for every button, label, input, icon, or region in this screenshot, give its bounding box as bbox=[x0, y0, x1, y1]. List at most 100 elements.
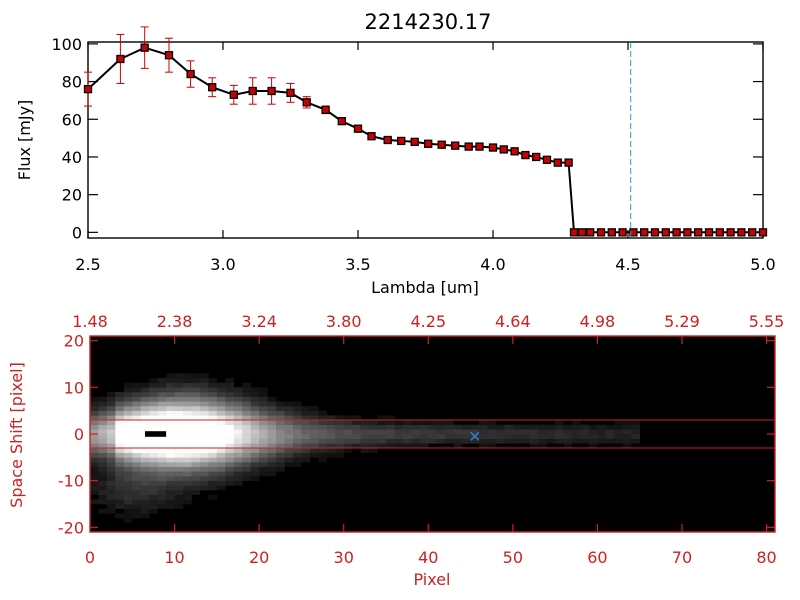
image-pixel bbox=[521, 424, 531, 430]
image-pixel bbox=[106, 504, 116, 509]
image-pixel bbox=[546, 424, 556, 430]
image-pixel bbox=[622, 424, 632, 430]
image-pixel bbox=[546, 434, 556, 439]
image-pixel bbox=[436, 434, 446, 439]
data-point bbox=[586, 228, 595, 237]
image-pixel bbox=[267, 443, 277, 449]
image-pixel bbox=[216, 424, 226, 430]
image-pixel bbox=[123, 392, 133, 397]
image-pixel bbox=[106, 457, 116, 463]
image-pixel bbox=[343, 438, 353, 444]
image-pixel bbox=[242, 434, 251, 439]
image-pixel bbox=[453, 438, 463, 444]
image-pixel bbox=[284, 443, 294, 449]
image-pixel bbox=[445, 438, 454, 444]
image-pixel bbox=[335, 443, 345, 449]
image-pixel bbox=[199, 424, 209, 430]
image-pixel bbox=[225, 471, 235, 477]
image-pixel bbox=[123, 457, 133, 463]
image-pixel bbox=[132, 457, 142, 463]
image-pixel bbox=[326, 424, 336, 430]
image-pixel bbox=[309, 434, 319, 439]
image-pixel bbox=[191, 434, 201, 439]
image-pixel bbox=[166, 382, 175, 388]
spectrum-x-tick-label: 2.5 bbox=[75, 255, 100, 274]
image-pixel bbox=[115, 415, 125, 421]
image-pixel bbox=[216, 401, 226, 407]
image-pixel bbox=[106, 410, 116, 416]
image-pixel bbox=[98, 471, 108, 477]
image-pixel bbox=[242, 476, 251, 481]
image-pixel bbox=[191, 466, 201, 472]
image-pixel bbox=[98, 462, 108, 467]
image-pixel bbox=[98, 420, 108, 425]
data-point bbox=[451, 141, 460, 150]
image-pixel bbox=[90, 457, 99, 463]
image-pixel bbox=[233, 476, 243, 481]
image-pixel bbox=[563, 438, 573, 444]
image-pixel bbox=[377, 443, 387, 449]
image-pixel bbox=[470, 429, 480, 435]
data-point bbox=[140, 43, 149, 52]
image-pixel bbox=[605, 424, 615, 430]
image-pixel bbox=[225, 429, 235, 435]
image-pixel bbox=[149, 466, 158, 472]
image-pixel bbox=[98, 396, 108, 402]
image-pixel bbox=[149, 401, 158, 407]
image-pixel bbox=[360, 443, 370, 449]
image-pixel bbox=[335, 452, 345, 458]
image-pixel bbox=[428, 434, 438, 439]
image-pixel bbox=[208, 443, 218, 449]
image-pixel bbox=[199, 452, 209, 458]
image-pixel bbox=[292, 406, 302, 411]
image-pixel bbox=[225, 452, 235, 458]
image-pixel bbox=[132, 396, 142, 402]
image-y-axis-label: Space Shift [pixel] bbox=[7, 362, 26, 508]
image-pixel bbox=[428, 424, 438, 430]
image-pixel bbox=[183, 438, 192, 444]
image-pixel bbox=[402, 424, 412, 430]
image-pixel bbox=[445, 429, 454, 435]
image-pixel bbox=[614, 429, 624, 435]
image-pixel bbox=[318, 429, 328, 435]
image-pixel bbox=[106, 401, 116, 407]
image-pixel bbox=[242, 392, 251, 397]
image-pixel bbox=[605, 429, 615, 435]
image-pixel bbox=[132, 499, 142, 505]
image-pixel bbox=[132, 452, 142, 458]
image-pixel bbox=[301, 406, 311, 411]
spectrum-x-tick-label: 5.0 bbox=[750, 255, 775, 274]
image-pixel bbox=[369, 420, 378, 425]
image-pixel bbox=[157, 494, 167, 500]
image-pixel bbox=[149, 420, 158, 425]
image-pixel bbox=[284, 401, 294, 407]
image-pixel bbox=[90, 462, 99, 467]
image-pixel bbox=[166, 429, 175, 435]
image-pixel bbox=[419, 420, 429, 425]
image-x-tick-label: 70 bbox=[672, 548, 692, 567]
image-pixel bbox=[140, 424, 150, 430]
image-pixel bbox=[276, 434, 285, 439]
image-pixel bbox=[360, 448, 370, 453]
data-point bbox=[424, 139, 433, 148]
image-pixel bbox=[259, 466, 268, 472]
image-pixel bbox=[309, 438, 319, 444]
image-pixel bbox=[301, 443, 311, 449]
image-pixel bbox=[140, 382, 150, 388]
data-point bbox=[758, 228, 768, 237]
image-pixel bbox=[233, 438, 243, 444]
image-pixel bbox=[191, 378, 201, 383]
image-pixel bbox=[343, 424, 353, 430]
image-pixel bbox=[183, 434, 192, 439]
image-pixel bbox=[166, 471, 175, 477]
image-pixel bbox=[242, 466, 251, 472]
image-pixel bbox=[292, 462, 302, 467]
image-pixel bbox=[106, 499, 116, 505]
image-pixel bbox=[292, 420, 302, 425]
image-pixel bbox=[343, 443, 353, 449]
image-pixel bbox=[191, 438, 201, 444]
image-pixel bbox=[174, 420, 184, 425]
image-pixel bbox=[225, 420, 235, 425]
image-x-tick-label: 10 bbox=[164, 548, 184, 567]
image-pixel bbox=[250, 457, 260, 463]
